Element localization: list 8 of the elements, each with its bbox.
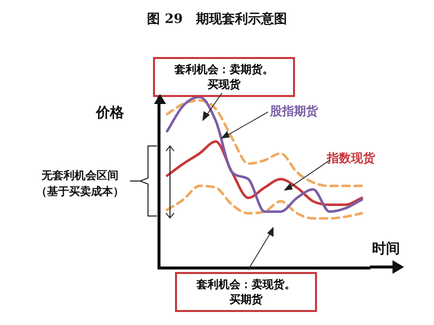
- text: 无套利机会区间（基于买卖成本）: [35, 168, 125, 200]
- chart-title: 图 29 期现套利示意图: [146, 10, 288, 28]
- text: 套利机会：卖期货。买现货: [153, 57, 295, 97]
- text: 股指期货: [270, 103, 318, 120]
- text: 指数现货: [327, 150, 375, 167]
- y-axis-title: 价格: [96, 104, 124, 122]
- text: 套利机会：卖现货。买期货: [175, 272, 317, 312]
- x-axis-title: 时间: [372, 240, 400, 258]
